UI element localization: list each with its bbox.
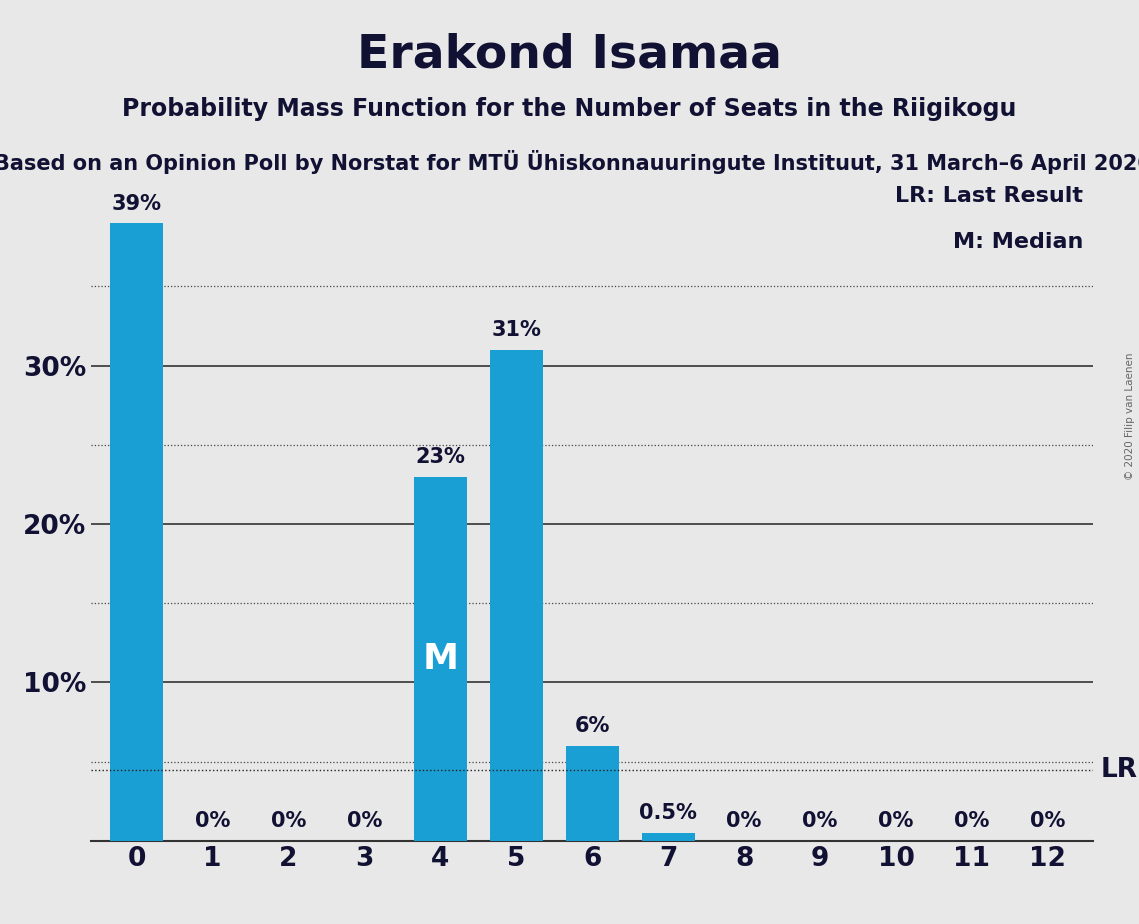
Text: 23%: 23% [416,447,466,467]
Text: 0%: 0% [954,811,990,832]
Text: M: Median: M: Median [953,232,1083,252]
Text: M: M [423,641,458,675]
Text: 0%: 0% [802,811,838,832]
Text: © 2020 Filip van Laenen: © 2020 Filip van Laenen [1125,352,1134,480]
Text: 0%: 0% [1030,811,1066,832]
Text: 31%: 31% [491,321,541,340]
Text: Probability Mass Function for the Number of Seats in the Riigikogu: Probability Mass Function for the Number… [122,97,1017,121]
Text: 6%: 6% [574,716,611,736]
Text: 0%: 0% [195,811,230,832]
Text: Based on an Opinion Poll by Norstat for MTÜ Ühiskonnauuringute Instituut, 31 Mar: Based on an Opinion Poll by Norstat for … [0,150,1139,174]
Bar [641,833,695,841]
Text: LR: LR [1100,757,1138,783]
Text: LR: Last Result: LR: Last Result [895,186,1083,205]
Text: 0.5%: 0.5% [639,803,697,823]
Bar [413,477,467,841]
Text: Erakond Isamaa: Erakond Isamaa [357,32,782,78]
Bar [110,223,163,841]
Text: 0%: 0% [271,811,306,832]
Bar [566,746,618,841]
Bar [490,350,543,841]
Text: 0%: 0% [346,811,383,832]
Text: 39%: 39% [112,193,162,213]
Text: 0%: 0% [727,811,762,832]
Text: 0%: 0% [878,811,913,832]
